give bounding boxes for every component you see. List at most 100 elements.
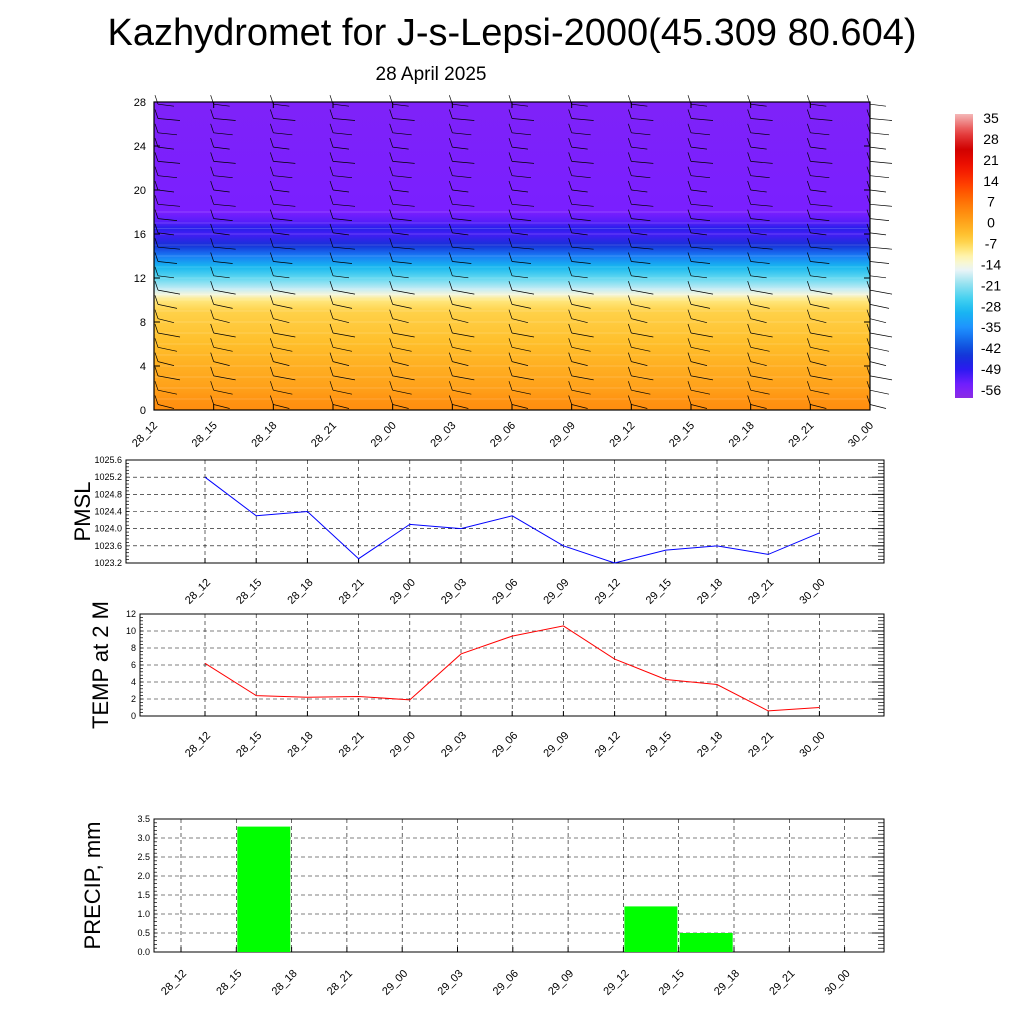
wind-barb [628, 366, 654, 381]
wind-barb-shaft [511, 332, 535, 338]
wind-barb [270, 152, 296, 164]
wind-barb [449, 352, 469, 366]
wind-barb-flag [508, 137, 513, 148]
wind-barb [568, 366, 594, 381]
wind-barb-flag [389, 109, 393, 119]
precip-bar [237, 826, 291, 952]
wind-barb-flag [747, 123, 751, 133]
wind-barb [389, 309, 409, 324]
wind-barb-shaft [452, 346, 472, 352]
wind-barb [628, 381, 651, 395]
wind-barb-shaft [869, 375, 893, 381]
wind-barb-flag [568, 252, 572, 262]
wind-barb [329, 238, 356, 250]
colorbar-tick-label: -56 [981, 382, 1001, 398]
wind-barb-flag [449, 180, 453, 191]
wind-barb-shaft [392, 318, 409, 324]
colorbar-tick-label: 28 [983, 131, 999, 147]
wind-barb [747, 195, 773, 207]
wind-barb-shaft [750, 275, 767, 279]
wind-barb [628, 166, 651, 179]
wind-barb-shaft [810, 261, 830, 264]
wind-barb-flag [687, 123, 692, 133]
y-tick-label: 2 [131, 694, 136, 704]
wind-barb-flag [449, 223, 453, 234]
wind-barb-flag [449, 280, 453, 291]
wind-barb [329, 295, 353, 309]
wind-barb-flag [210, 266, 214, 276]
wind-barb [866, 323, 893, 338]
wind-barb-shaft [631, 389, 651, 395]
wind-barb-shaft [631, 175, 651, 179]
wind-barb [389, 123, 412, 136]
wind-barb-flag [389, 280, 393, 291]
wind-barb [154, 152, 181, 164]
wind-barb-shaft [631, 332, 654, 338]
wind-barb [568, 166, 591, 179]
wind-barb [747, 309, 767, 324]
wind-barb [210, 109, 236, 121]
wind-barb-flag [628, 338, 632, 348]
wind-barb-flag [508, 266, 513, 276]
wind-barb-flag [154, 323, 159, 334]
wind-barb-flag [628, 209, 632, 219]
wind-barb-flag [329, 223, 334, 234]
x-tick-label: 29_12 [601, 968, 631, 998]
x-tick-label: 29_06 [488, 420, 518, 450]
wind-barb-flag [449, 109, 453, 119]
wind-barb-shaft [157, 275, 175, 279]
wind-barb-shaft [213, 146, 230, 150]
wind-barb [866, 109, 893, 121]
wind-barb [449, 309, 469, 324]
wind-barb-shaft [157, 103, 175, 107]
wind-barb [210, 166, 233, 179]
wind-barb-flag [628, 252, 632, 262]
wind-barb-shaft [392, 232, 409, 236]
wind-barb-shaft [452, 289, 475, 295]
wind-barb [568, 381, 591, 395]
wind-barb-shaft [869, 261, 890, 264]
wind-barb-flag [210, 280, 214, 291]
wind-barb-shaft [511, 232, 529, 236]
wind-barb [628, 352, 648, 366]
wind-barb-shaft [571, 118, 594, 121]
wind-barb-flag [329, 280, 334, 291]
wind-barb-shaft [690, 346, 711, 352]
wind-barb-flag [270, 266, 274, 276]
wind-barb [389, 166, 412, 179]
wind-barb-shaft [511, 318, 529, 324]
wind-barb [210, 295, 233, 309]
wind-barb-shaft [869, 232, 887, 236]
wind-barb-flag [508, 352, 513, 362]
wind-barb-shaft [273, 189, 290, 193]
colorbar-tick-label: 7 [987, 194, 995, 210]
wind-barb-shaft [273, 318, 290, 324]
wind-barb-flag [747, 166, 751, 176]
wind-barb-flag [449, 238, 453, 248]
wind-barb [210, 180, 230, 193]
wind-barb-flag [270, 152, 274, 162]
wind-barb [270, 323, 296, 338]
wind-barb-flag [508, 166, 513, 176]
y-tick-label: 16 [134, 229, 146, 241]
wind-barb [389, 137, 409, 150]
wind-barb-shaft [452, 361, 469, 366]
wind-barb [154, 266, 175, 279]
wind-barb [270, 238, 296, 250]
wind-barb-shaft [452, 404, 469, 409]
wind-barb-shaft [511, 261, 532, 264]
wind-barb [329, 166, 353, 179]
wind-barb [389, 180, 409, 193]
chart-title: Kazhydromet for J-s-Lepsi-2000(45.309 80… [107, 12, 917, 54]
wind-barb-shaft [332, 346, 353, 352]
wind-barb-flag [210, 195, 214, 205]
colorbar-tick-label: -14 [981, 256, 1001, 272]
wind-barb-shaft [810, 275, 827, 279]
wind-barb-flag [449, 338, 453, 348]
wind-barb-flag [270, 195, 274, 205]
wind-barb-shaft [273, 103, 290, 107]
wind-barb-shaft [869, 218, 890, 221]
wind-barb [270, 295, 293, 309]
x-tick-label: 28_18 [249, 420, 279, 450]
